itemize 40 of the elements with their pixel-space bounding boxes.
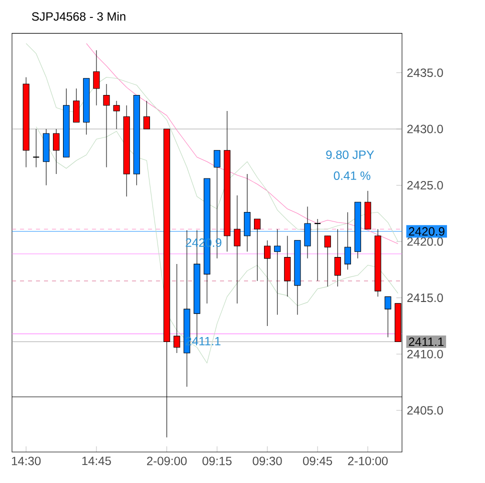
- candlestick: [274, 228, 281, 315]
- annotation: 0.41 %: [334, 171, 370, 180]
- y-tick-label: 2430.0: [407, 124, 443, 134]
- candlestick: [324, 236, 331, 287]
- y-tick-label: 2410.0: [407, 350, 443, 358]
- candlestick: [32, 128, 40, 168]
- y-tick-label: 2405.0: [407, 406, 443, 415]
- ref-line-label: 2411.1: [408, 338, 444, 346]
- y-tick-label: 2425.0: [407, 181, 443, 190]
- x-tick-label: 2-10:00: [348, 456, 388, 466]
- y-tick-label: 2420.0: [407, 237, 443, 246]
- candlestick: [284, 236, 291, 297]
- candlestick: [314, 218, 322, 282]
- y-tick-label: 2435.0: [407, 68, 443, 77]
- candlestick: [244, 174, 250, 252]
- x-tick-label: 09:15: [202, 456, 232, 466]
- candlestick: [52, 128, 60, 174]
- candlestick: [143, 100, 150, 130]
- candlestick: [103, 84, 110, 168]
- candlestick: [384, 296, 392, 338]
- annotation: 9.80 JPY: [326, 150, 374, 159]
- candlestick: [344, 212, 352, 270]
- ref-line-label: 2420.9: [408, 227, 444, 236]
- line-series: [36, 126, 398, 364]
- chart-title: SJPJ4568 - 3 Min: [32, 12, 126, 21]
- candlestick: [254, 218, 261, 282]
- candlestick: [113, 100, 120, 130]
- x-tick-label: 14:30: [12, 456, 41, 466]
- candlestick: [73, 88, 80, 123]
- candlestick: [93, 50, 100, 106]
- x-tick-label: 09:30: [252, 456, 282, 466]
- candlestick: [174, 264, 180, 354]
- candlestick: [234, 195, 240, 304]
- x-tick-label: 2-09:00: [147, 456, 187, 466]
- candlestick: [304, 206, 311, 259]
- x-tick-label: 09:45: [303, 456, 332, 466]
- candlestick: [264, 240, 271, 326]
- candlestick: [334, 228, 341, 287]
- y-tick-label: 2415.0: [407, 294, 443, 302]
- x-tick-label: 14:45: [82, 456, 111, 466]
